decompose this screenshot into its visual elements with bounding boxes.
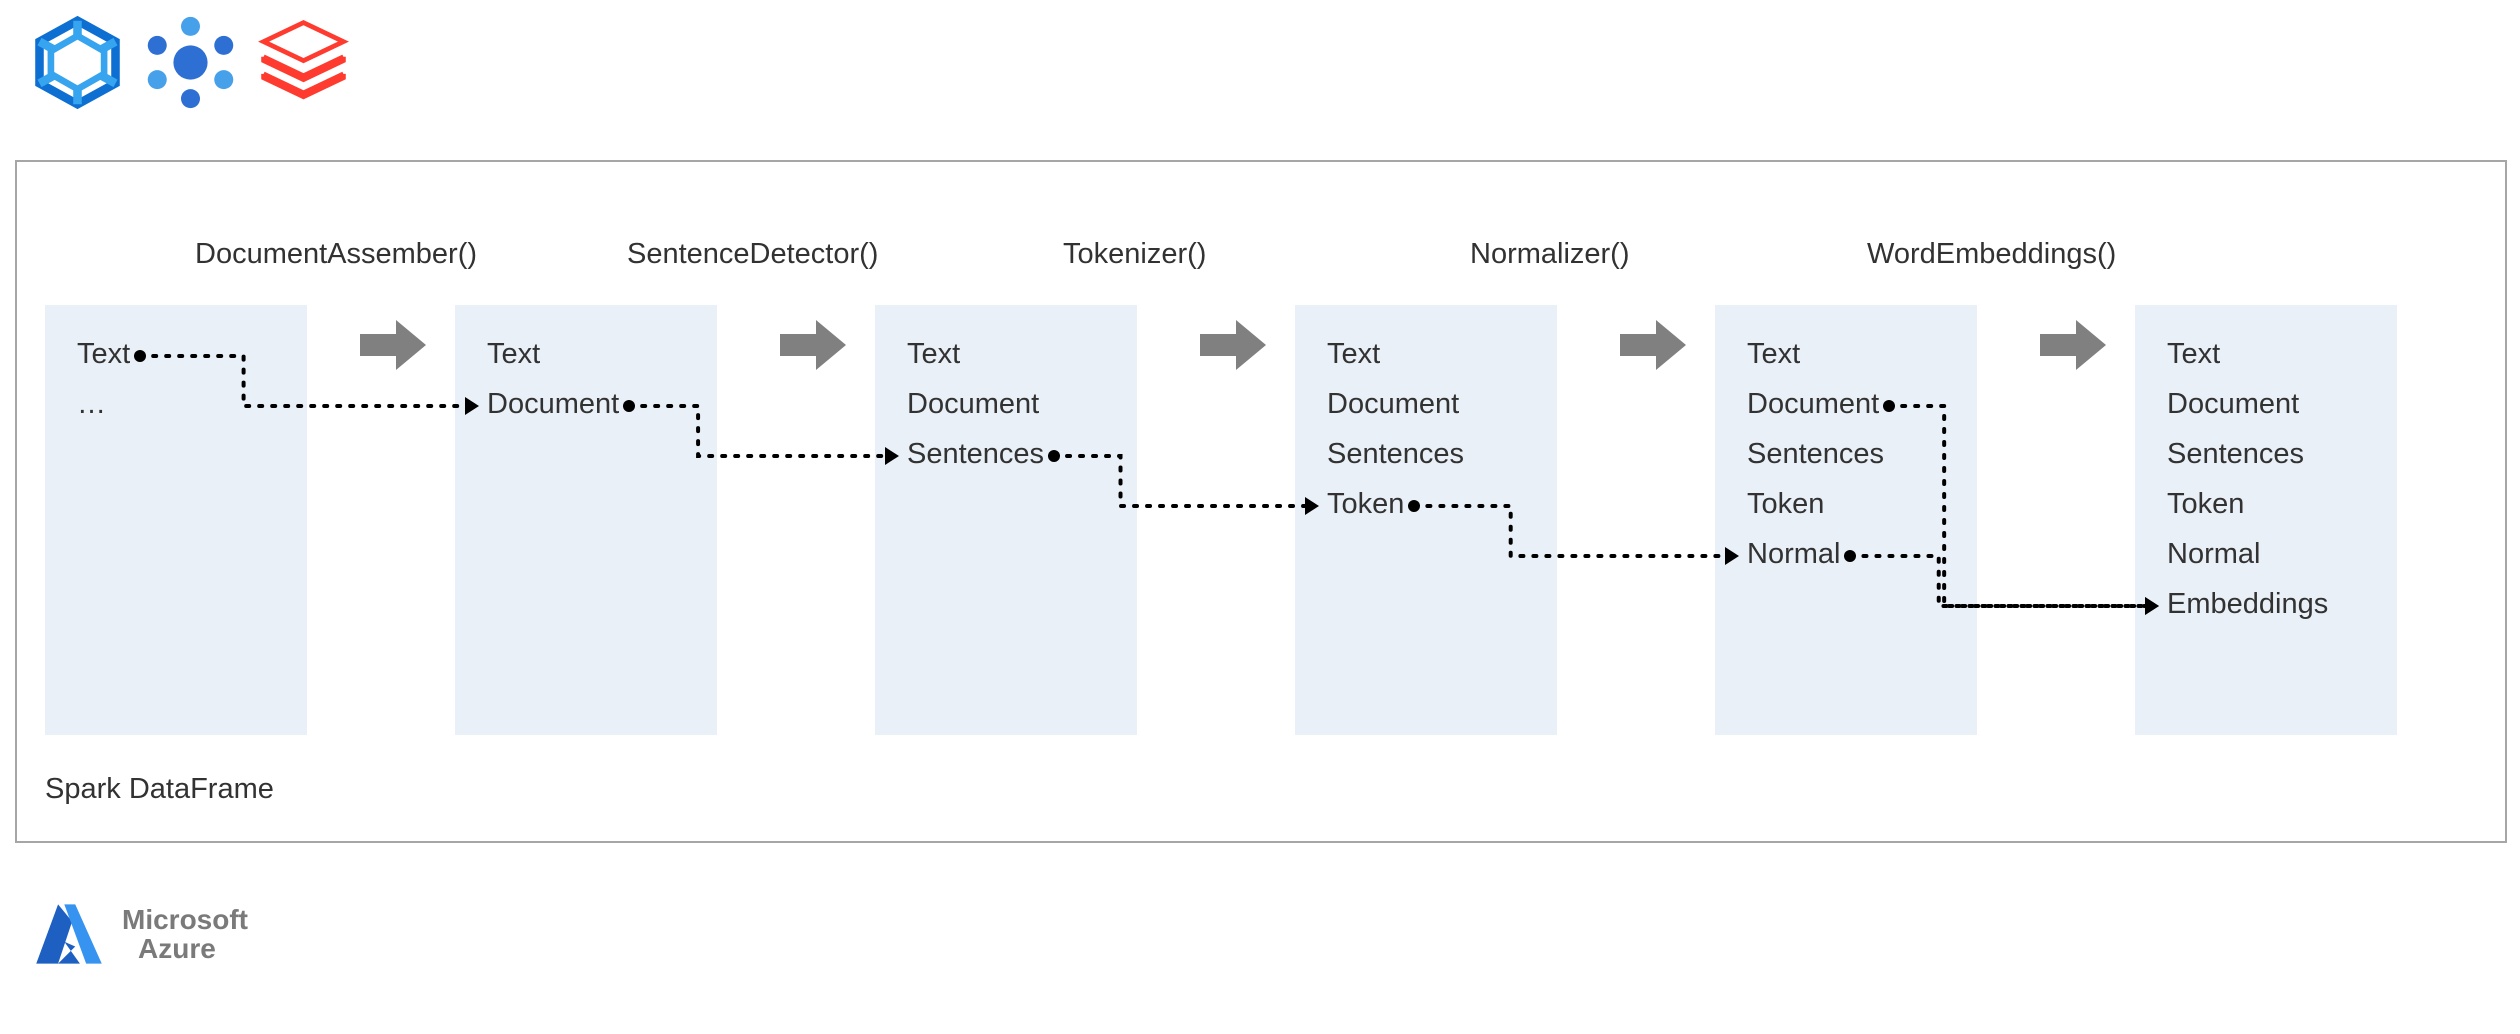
stage-item: Token: [1747, 488, 1824, 521]
stage-title: SentenceDetector(): [627, 238, 878, 271]
connection-arrowhead-icon: [465, 397, 479, 415]
header-service-icons: [30, 15, 351, 110]
pipeline-arrow-icon: [1620, 320, 1686, 375]
footer-line1: Microsoft: [122, 905, 248, 934]
pipeline-arrow-icon: [2040, 320, 2106, 375]
stage-item: Document: [907, 388, 1039, 421]
stage-item: Text: [487, 338, 540, 371]
stage-item: Sentences: [1327, 438, 1464, 471]
stage-title: Normalizer(): [1470, 238, 1630, 271]
stage-item: Document: [487, 388, 619, 421]
azure-logo-icon: [30, 895, 108, 973]
stage-item: Embeddings: [2167, 588, 2328, 621]
connection-arrowhead-icon: [885, 447, 899, 465]
stage-item: Sentences: [2167, 438, 2304, 471]
stage-item: Text: [907, 338, 960, 371]
stage-title: DocumentAssember(): [195, 238, 477, 271]
stage-title: WordEmbeddings(): [1867, 238, 2116, 271]
frame-label: Spark DataFrame: [45, 773, 274, 806]
stage-item: Sentences: [907, 438, 1044, 471]
connection-arrowhead-icon: [1725, 547, 1739, 565]
stage-item: Sentences: [1747, 438, 1884, 471]
pipeline-arrow-icon: [360, 320, 426, 375]
stage-item: Normal: [2167, 538, 2260, 571]
stage-item: Token: [1327, 488, 1404, 521]
stage-item: Text: [2167, 338, 2220, 371]
databricks-icon: [256, 15, 351, 110]
pipeline-arrow-icon: [1200, 320, 1266, 375]
hdinsight-icon: [143, 15, 238, 110]
stage-item: Document: [1327, 388, 1459, 421]
connection-arrowhead-icon: [1305, 497, 1319, 515]
stage-item: Normal: [1747, 538, 1840, 571]
stage-item: Text: [1327, 338, 1380, 371]
footer-line2: Azure: [122, 934, 248, 963]
pipeline-arrow-icon: [780, 320, 846, 375]
stage-title: Tokenizer(): [1063, 238, 1206, 271]
stage-item: Text: [77, 338, 130, 371]
stage-item: Document: [2167, 388, 2299, 421]
stage-item: Token: [2167, 488, 2244, 521]
stage-item: Document: [1747, 388, 1879, 421]
stage-item: …: [77, 388, 106, 421]
connection-arrowhead-icon: [2145, 597, 2159, 615]
synapse-icon: [30, 15, 125, 110]
connection-dot: [1048, 450, 1060, 462]
azure-footer: Microsoft Azure: [30, 895, 248, 973]
stage-item: Text: [1747, 338, 1800, 371]
